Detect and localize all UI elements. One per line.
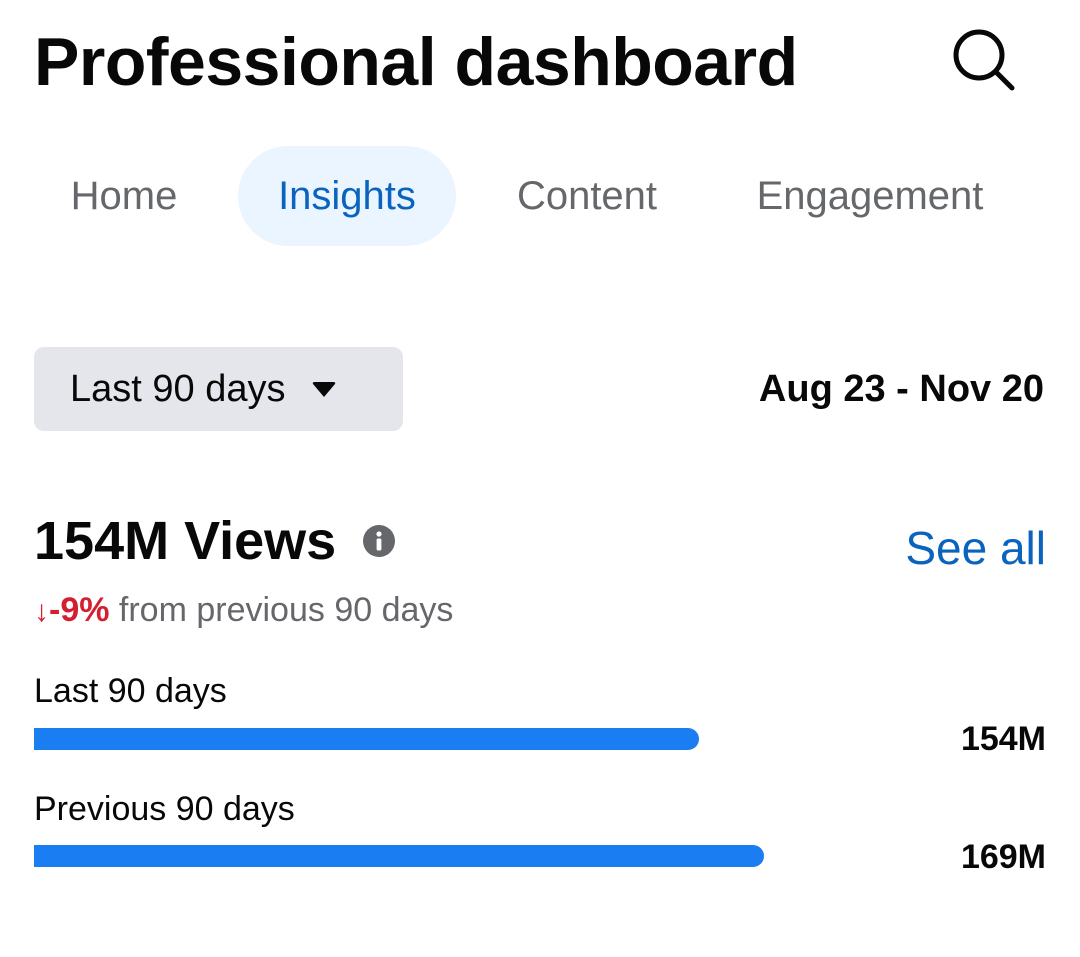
views-change-percent: -9% [49,591,110,629]
see-all-link[interactable]: See all [905,522,1046,574]
previous-period-label: Previous 90 days [34,790,295,828]
tab-home[interactable]: Home [70,174,178,218]
current-period-value: 154M [960,720,1046,758]
search-button[interactable] [944,26,1024,98]
current-period-bar [34,728,834,750]
search-icon [951,27,1017,98]
date-range-dropdown-label: Last 90 days [70,367,286,410]
tab-insights[interactable]: Insights [238,146,456,246]
arrow-down-icon: ↓ [34,595,49,628]
views-change-text: from previous 90 days [109,591,454,629]
tab-content[interactable]: Content [516,174,658,218]
tab-engagement[interactable]: Engagement [756,174,984,218]
views-change-summary: ↓-9% from previous 90 days [34,588,453,634]
date-range-dropdown[interactable]: Last 90 days [34,347,403,431]
previous-period-value: 169M [960,838,1046,876]
current-period-label: Last 90 days [34,672,227,710]
date-range-text: Aug 23 - Nov 20 [758,368,1044,410]
previous-period-bar [34,845,834,867]
caret-down-icon [311,381,337,397]
info-icon[interactable] [362,524,396,558]
views-title: 154M Views [34,511,337,571]
page-title: Professional dashboard [34,24,798,100]
previous-period-bar-fill [34,845,764,867]
views-heading: 154M Views [34,508,396,574]
current-period-bar-fill [34,728,700,750]
